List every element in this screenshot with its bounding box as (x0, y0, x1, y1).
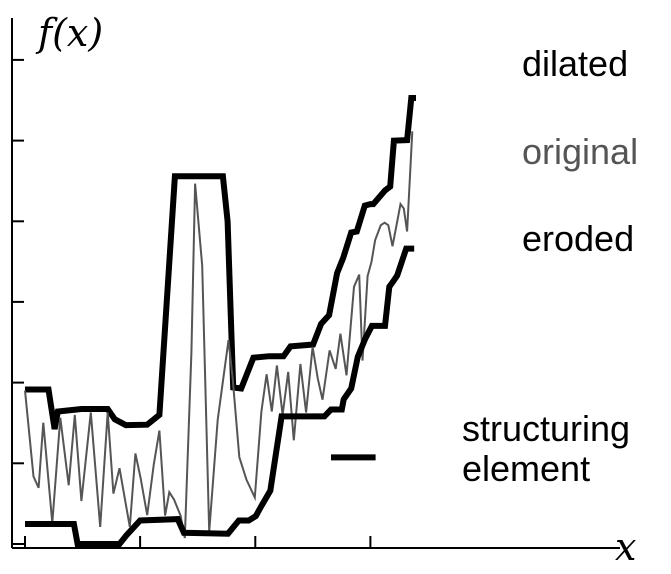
label-eroded: eroded (522, 218, 634, 259)
series-original (24, 131, 414, 539)
label-dilated: dilated (522, 43, 628, 84)
x-axis-label: x (615, 525, 636, 569)
label-structuring-line2: element (462, 448, 590, 489)
x-ticks (24, 536, 372, 548)
label-original: original (522, 131, 638, 172)
series-dilated (25, 95, 416, 430)
series-eroded (25, 245, 415, 547)
series-lines (24, 95, 416, 547)
label-structuring-line1: structuring (462, 408, 630, 449)
y-axis-label: f(x) (35, 11, 103, 55)
y-ticks (12, 58, 24, 545)
